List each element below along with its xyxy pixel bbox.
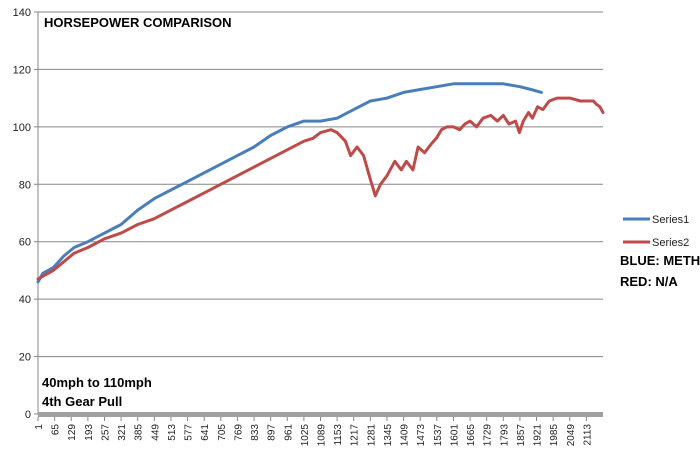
series-lines xyxy=(36,82,605,284)
x-tick-label: 193 xyxy=(84,424,95,441)
x-axis-bar xyxy=(38,412,603,417)
plot-area xyxy=(38,12,603,414)
y-tick-label: 120 xyxy=(13,64,31,76)
x-tick-label: 129 xyxy=(67,424,78,441)
y-tick-label: 140 xyxy=(13,7,31,19)
x-tick-label: 1729 xyxy=(483,424,494,447)
note-red-na: RED: N/A xyxy=(620,274,678,289)
x-axis-ticks: 1 65 129 193 257 321 385 449 513 577 641 705 769 833 8… xyxy=(34,417,593,446)
x-tick-label: 1601 xyxy=(449,424,460,447)
x-tick-label: 1089 xyxy=(317,424,328,447)
x-tick-label: 257 xyxy=(100,424,111,441)
y-tick-label: 0 xyxy=(25,409,31,421)
y-tick-label: 40 xyxy=(19,294,31,306)
x-tick-label: 1409 xyxy=(400,424,411,447)
gridlines xyxy=(38,11,603,358)
annotation-speed-range: 40mph to 110mph xyxy=(42,375,152,390)
legend: Series1 Series2 xyxy=(623,214,689,249)
x-tick-label: 1 xyxy=(34,424,45,430)
legend-label-series2: Series2 xyxy=(652,237,689,249)
note-blue-meth: BLUE: METH xyxy=(620,253,700,268)
x-tick-label: 1025 xyxy=(300,424,311,447)
x-tick-label: 1665 xyxy=(466,424,477,447)
x-tick-label: 641 xyxy=(200,424,211,441)
chart-title: HORSEPOWER COMPARISON xyxy=(44,15,232,30)
x-tick-label: 833 xyxy=(250,424,261,441)
y-tick-label: 80 xyxy=(19,179,31,191)
x-tick-label: 1281 xyxy=(366,424,377,447)
x-tick-label: 577 xyxy=(184,424,195,441)
x-tick-label: 769 xyxy=(233,424,244,441)
x-tick-label: 513 xyxy=(167,424,178,441)
x-tick-label: 1217 xyxy=(350,424,361,447)
x-tick-label: 1793 xyxy=(499,424,510,447)
x-tick-label: 2113 xyxy=(582,424,593,446)
legend-label-series1: Series1 xyxy=(652,214,689,226)
x-tick-label: 1473 xyxy=(416,424,427,447)
x-tick-label: 705 xyxy=(217,424,228,441)
x-tick-label: 2049 xyxy=(566,424,577,447)
y-tick-label: 100 xyxy=(13,122,31,134)
x-tick-label: 1153 xyxy=(333,424,344,446)
y-tick-label: 20 xyxy=(19,352,31,364)
series-line-1 xyxy=(36,82,543,284)
x-tick-label: 1985 xyxy=(549,424,560,447)
y-axis-ticks: 0 20 40 60 80 100 120 140 xyxy=(13,7,38,421)
x-tick-label: 1537 xyxy=(433,424,444,447)
series-line-2 xyxy=(36,96,605,281)
x-tick-label: 321 xyxy=(117,424,128,441)
x-tick-label: 65 xyxy=(51,424,62,436)
x-tick-label: 385 xyxy=(134,424,145,441)
annotation-gear: 4th Gear Pull xyxy=(42,394,122,409)
x-tick-label: 1857 xyxy=(516,424,527,447)
y-tick-label: 60 xyxy=(19,237,31,249)
x-tick-label: 1345 xyxy=(383,424,394,447)
x-tick-label: 897 xyxy=(267,424,278,441)
x-tick-label: 1921 xyxy=(533,424,544,447)
x-tick-label: 961 xyxy=(283,424,294,441)
x-tick-label: 449 xyxy=(150,424,161,441)
